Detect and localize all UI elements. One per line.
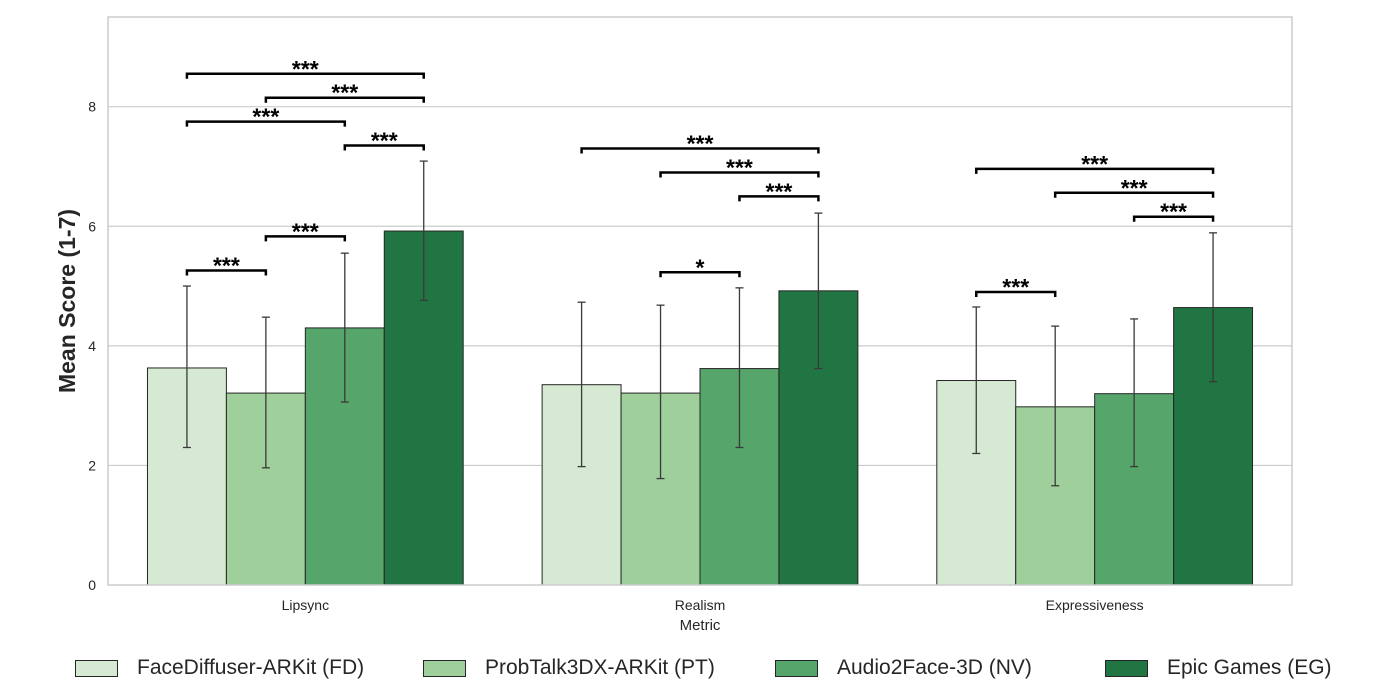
significance-label: *** xyxy=(687,131,714,157)
legend-item: Audio2Face-3D (NV) xyxy=(775,648,1032,688)
legend-label: Audio2Face-3D (NV) xyxy=(837,656,1032,679)
significance-bracket xyxy=(185,120,347,127)
legend-swatch xyxy=(423,659,466,677)
significance-label: *** xyxy=(292,218,319,244)
significance-label: *** xyxy=(766,178,793,204)
significance-bracket xyxy=(185,269,268,276)
y-tick-label: 2 xyxy=(88,457,96,473)
significance-bracket xyxy=(264,96,425,103)
significance-bracket xyxy=(659,171,820,178)
significance-bracket xyxy=(659,271,741,278)
y-axis-title: Mean Score (1-7) xyxy=(54,209,80,393)
significance-bracket xyxy=(738,195,820,202)
significance-label: *** xyxy=(1160,199,1187,225)
significance-bracket xyxy=(264,235,347,242)
significance-bracket xyxy=(185,72,425,79)
legend-label: FaceDiffuser-ARKit (FD) xyxy=(137,656,365,679)
x-tick-label: Realism xyxy=(675,597,726,613)
significance-label: *** xyxy=(1121,175,1148,201)
significance-label: *** xyxy=(726,154,753,180)
legend-item: FaceDiffuser-ARKit (FD) xyxy=(75,648,364,688)
significance-bracket xyxy=(975,290,1057,298)
significance-label: *** xyxy=(292,56,319,82)
y-tick-label: 8 xyxy=(88,99,96,115)
significance-label: *** xyxy=(213,253,240,279)
x-axis-title: Metric xyxy=(680,617,721,634)
significance-label: *** xyxy=(371,128,398,154)
legend-swatch xyxy=(75,659,118,677)
significance-bracket xyxy=(1132,215,1215,222)
y-tick-label: 4 xyxy=(88,338,96,354)
y-tick-label: 6 xyxy=(88,218,96,234)
x-tick-label: Lipsync xyxy=(282,597,329,613)
significance-label: *** xyxy=(331,80,358,106)
significance-label: *** xyxy=(1081,151,1108,177)
plot-frame xyxy=(107,16,1293,586)
legend-label: Epic Games (EG) xyxy=(1167,656,1332,679)
significance-bracket xyxy=(343,144,425,151)
significance-bracket xyxy=(1053,191,1215,198)
legend-item: ProbTalk3DX-ARKit (PT) xyxy=(423,648,715,688)
significance-bracket xyxy=(975,167,1215,174)
legend-item: Epic Games (EG) xyxy=(1105,648,1332,688)
significance-label: *** xyxy=(1002,274,1029,300)
significance-bracket xyxy=(580,147,820,154)
legend-swatch xyxy=(1105,659,1148,677)
x-tick-label: Expressiveness xyxy=(1046,597,1144,613)
significance-label: * xyxy=(696,254,705,280)
legend-label: ProbTalk3DX-ARKit (PT) xyxy=(485,656,715,679)
legend-swatch xyxy=(775,659,818,677)
legend: FaceDiffuser-ARKit (FD) ProbTalk3DX-ARKit… xyxy=(0,648,1400,688)
significance-label: *** xyxy=(252,104,279,130)
y-tick-label: 0 xyxy=(88,577,96,593)
